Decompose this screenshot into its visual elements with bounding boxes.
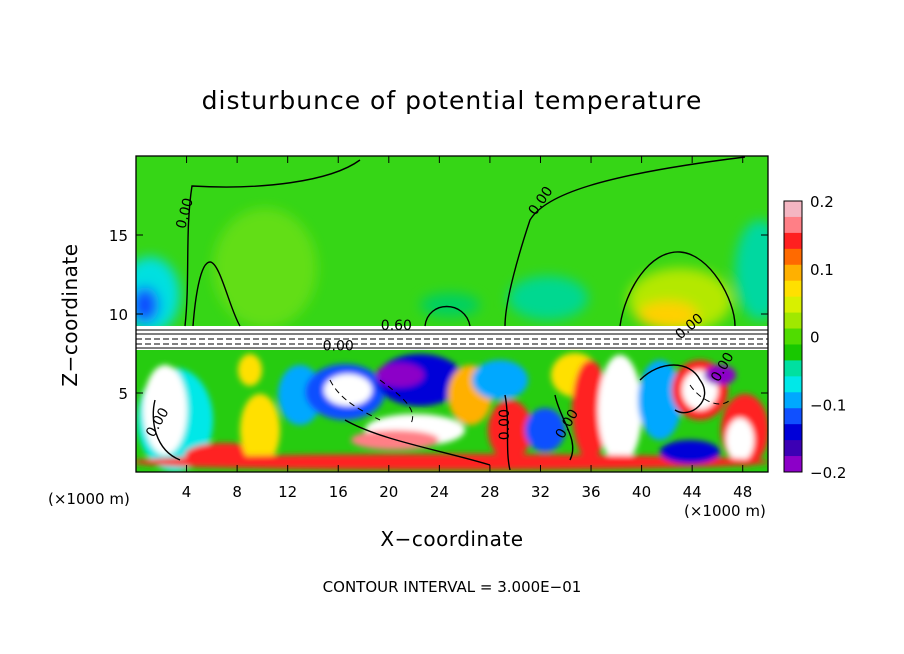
contour-interval-text: CONTOUR INTERVAL = 3.000E−01 [322, 578, 582, 596]
colorbar-swatch-16 [784, 456, 802, 473]
x-unit-left: (×1000 m) [48, 490, 130, 508]
colorbar-swatch-9 [784, 344, 802, 361]
colorbar-swatch-11 [784, 376, 802, 393]
x-tick-label-11: 48 [733, 483, 752, 501]
x-tick-label-6: 28 [480, 483, 499, 501]
x-tick-label-3: 16 [329, 483, 348, 501]
colorbar-tick-label-4: −0.2 [810, 464, 846, 482]
x-axis-label: X−coordinate [380, 527, 524, 551]
colorbar-swatch-2 [784, 232, 802, 250]
x-tick-label-0: 4 [182, 483, 192, 501]
colorbar-tick-label-2: 0 [810, 329, 820, 347]
colorbar: 0.2 0.1 0 −0.1 −0.2 [783, 193, 846, 482]
x-tick-label-5: 24 [430, 483, 449, 501]
x-tick-label-2: 12 [278, 483, 297, 501]
chart-title: disturbunce of potential temperature [201, 86, 703, 115]
colorbar-tick-label-1: 0.1 [810, 261, 834, 279]
contour-lines [152, 156, 746, 471]
y-tick-label-0: 5 [118, 385, 128, 403]
x-tick-label-8: 36 [581, 483, 600, 501]
colorbar-swatch-10 [784, 360, 802, 377]
colorbar-swatch-3 [784, 248, 802, 266]
y-tick-label-2: 15 [109, 227, 128, 245]
contour-label-3: 0.00 [323, 338, 354, 354]
colorbar-swatch-12 [784, 392, 802, 409]
colorbar-swatch-7 [784, 312, 802, 330]
colorbar-swatch-1 [784, 216, 802, 234]
y-axis: 5 10 15 [109, 227, 768, 403]
colorbar-swatch-5 [784, 280, 802, 298]
colorbar-swatch-13 [784, 408, 802, 425]
y-tick-label-1: 10 [109, 306, 128, 324]
x-tick-label-4: 20 [379, 483, 398, 501]
contour-label-0: 0.00 [173, 196, 197, 230]
x-unit-right: (×1000 m) [684, 502, 766, 520]
colorbar-swatch-4 [784, 264, 802, 282]
colorbar-tick-label-3: −0.1 [810, 396, 846, 414]
y-axis-label: Z−coordinate [58, 243, 82, 387]
contour-label-7: 0.00 [497, 409, 513, 440]
colorbar-swatch-15 [784, 440, 802, 457]
colorbar-swatch-8 [784, 328, 802, 345]
colorbar-tick-label-0: 0.2 [810, 193, 834, 211]
contour-label-2: 0.60 [381, 318, 412, 334]
x-tick-label-1: 8 [232, 483, 242, 501]
colorbar-swatch-0 [784, 201, 802, 218]
colorbar-frame [783, 200, 803, 473]
x-axis: 4 8 12 16 20 24 28 32 36 40 44 48 [182, 156, 752, 501]
x-tick-label-7: 32 [531, 483, 550, 501]
heatmap-field [136, 156, 768, 472]
colorbar-swatch-6 [784, 296, 802, 314]
x-tick-label-9: 40 [632, 483, 651, 501]
colorbar-swatch-14 [784, 424, 802, 441]
x-tick-label-10: 44 [683, 483, 702, 501]
